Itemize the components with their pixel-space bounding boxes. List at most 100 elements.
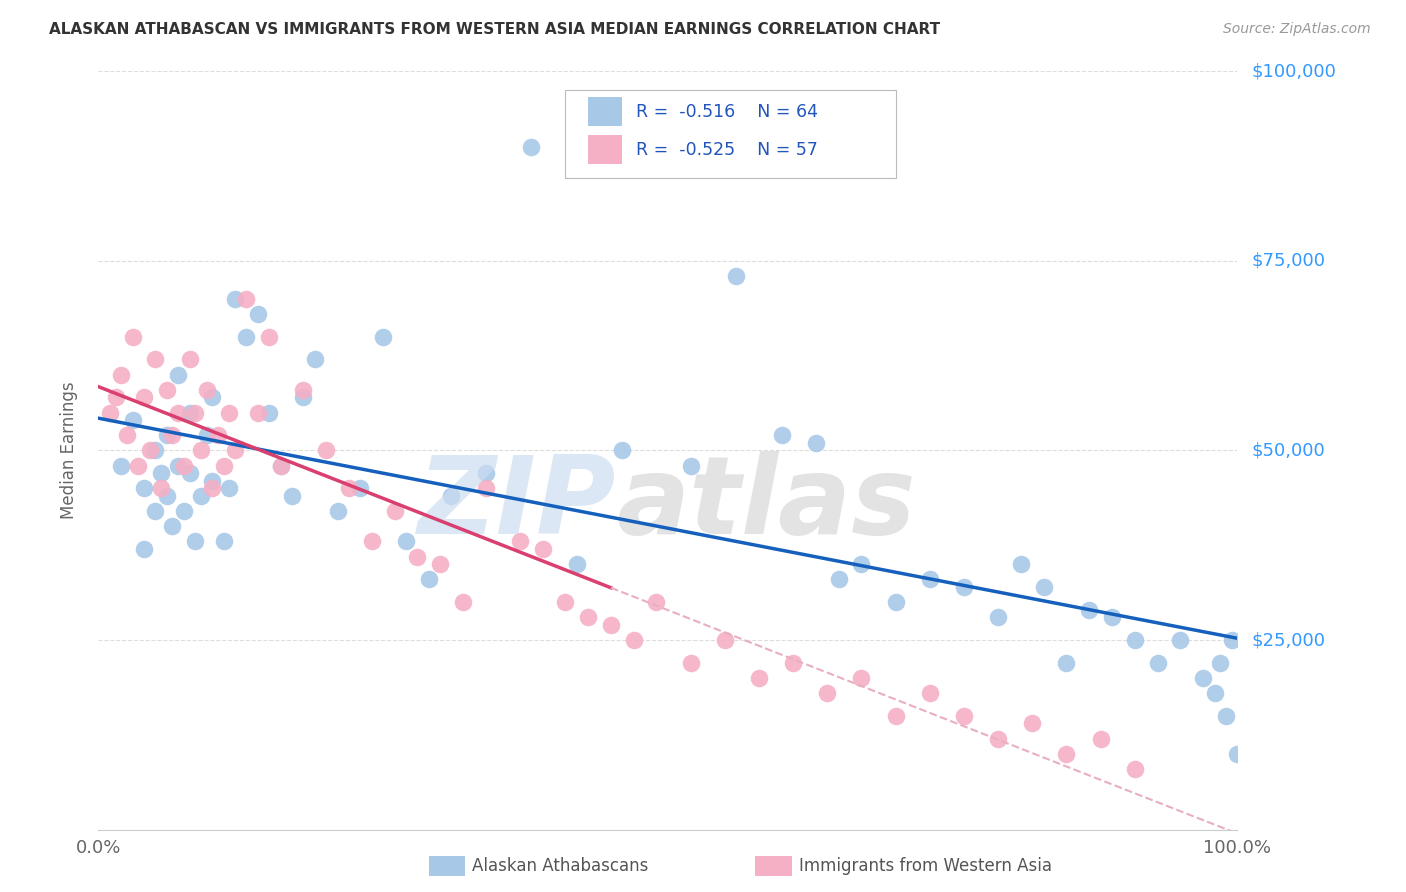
Point	[804, 435, 827, 450]
Point	[1215, 708, 1237, 723]
Point	[623, 633, 645, 648]
Point	[953, 580, 976, 594]
Point	[162, 519, 184, 533]
Point	[349, 482, 371, 496]
Point	[212, 534, 235, 549]
Point	[190, 489, 212, 503]
Point	[1226, 747, 1249, 761]
Point	[337, 482, 360, 496]
Point	[1054, 747, 1078, 761]
Point	[98, 405, 121, 420]
Point	[207, 428, 229, 442]
Point	[315, 443, 337, 458]
Point	[576, 610, 599, 624]
Point	[815, 686, 838, 700]
Point	[121, 413, 143, 427]
Point	[173, 458, 195, 473]
Point	[145, 443, 167, 458]
Point	[195, 428, 218, 442]
Point	[167, 368, 190, 382]
Point	[748, 671, 770, 685]
Point	[1204, 686, 1226, 700]
Point	[953, 708, 976, 723]
Text: ZIP: ZIP	[418, 450, 617, 557]
Point	[224, 292, 246, 306]
Point	[725, 269, 748, 284]
Point	[156, 383, 179, 397]
Point	[1010, 557, 1032, 572]
Point	[162, 428, 184, 442]
Point	[110, 368, 132, 382]
Point	[292, 383, 315, 397]
Point	[246, 405, 269, 420]
Point	[235, 330, 257, 344]
Point	[395, 534, 418, 549]
FancyBboxPatch shape	[565, 90, 896, 178]
Point	[132, 482, 155, 496]
Point	[600, 617, 623, 632]
Text: Immigrants from Western Asia: Immigrants from Western Asia	[799, 857, 1052, 875]
Point	[201, 391, 224, 405]
Point	[1123, 762, 1146, 776]
Point	[714, 633, 737, 648]
Point	[451, 595, 474, 609]
Text: $25,000: $25,000	[1251, 631, 1326, 649]
Point	[679, 458, 702, 473]
Point	[150, 482, 173, 496]
Point	[851, 671, 873, 685]
Point	[371, 330, 394, 344]
Point	[565, 557, 588, 572]
Point	[115, 428, 138, 442]
Point	[360, 534, 382, 549]
Point	[645, 595, 668, 609]
Point	[201, 474, 224, 488]
Point	[235, 292, 257, 306]
Point	[554, 595, 576, 609]
Point	[156, 428, 179, 442]
Point	[1146, 656, 1168, 670]
Point	[1054, 656, 1078, 670]
Text: R =  -0.525    N = 57: R = -0.525 N = 57	[636, 141, 818, 159]
Point	[179, 405, 201, 420]
Text: Alaskan Athabascans: Alaskan Athabascans	[472, 857, 648, 875]
Point	[384, 504, 406, 518]
Point	[179, 466, 201, 480]
Point	[167, 405, 190, 420]
Point	[612, 443, 634, 458]
Point	[201, 482, 224, 496]
Point	[184, 405, 207, 420]
Point	[406, 549, 429, 564]
Point	[1090, 731, 1112, 746]
Point	[851, 557, 873, 572]
Point	[145, 504, 167, 518]
Point	[138, 443, 160, 458]
Text: $100,000: $100,000	[1251, 62, 1336, 80]
Point	[281, 489, 304, 503]
Point	[1220, 633, 1243, 648]
Point	[190, 443, 212, 458]
Point	[418, 573, 440, 587]
Point	[246, 307, 269, 321]
Text: R =  -0.516    N = 64: R = -0.516 N = 64	[636, 103, 818, 120]
Point	[1170, 633, 1192, 648]
Point	[474, 466, 496, 480]
Text: atlas: atlas	[617, 450, 917, 557]
Point	[121, 330, 143, 344]
FancyBboxPatch shape	[588, 136, 623, 164]
Point	[782, 656, 804, 670]
Point	[167, 458, 190, 473]
Point	[884, 595, 907, 609]
Point	[679, 656, 702, 670]
Point	[509, 534, 531, 549]
Point	[918, 686, 941, 700]
Point	[292, 391, 315, 405]
Point	[520, 140, 543, 154]
Point	[150, 466, 173, 480]
Point	[173, 504, 195, 518]
Point	[156, 489, 179, 503]
Point	[259, 330, 281, 344]
Point	[987, 731, 1010, 746]
Point	[132, 541, 155, 557]
Point	[270, 458, 292, 473]
Point	[828, 573, 851, 587]
